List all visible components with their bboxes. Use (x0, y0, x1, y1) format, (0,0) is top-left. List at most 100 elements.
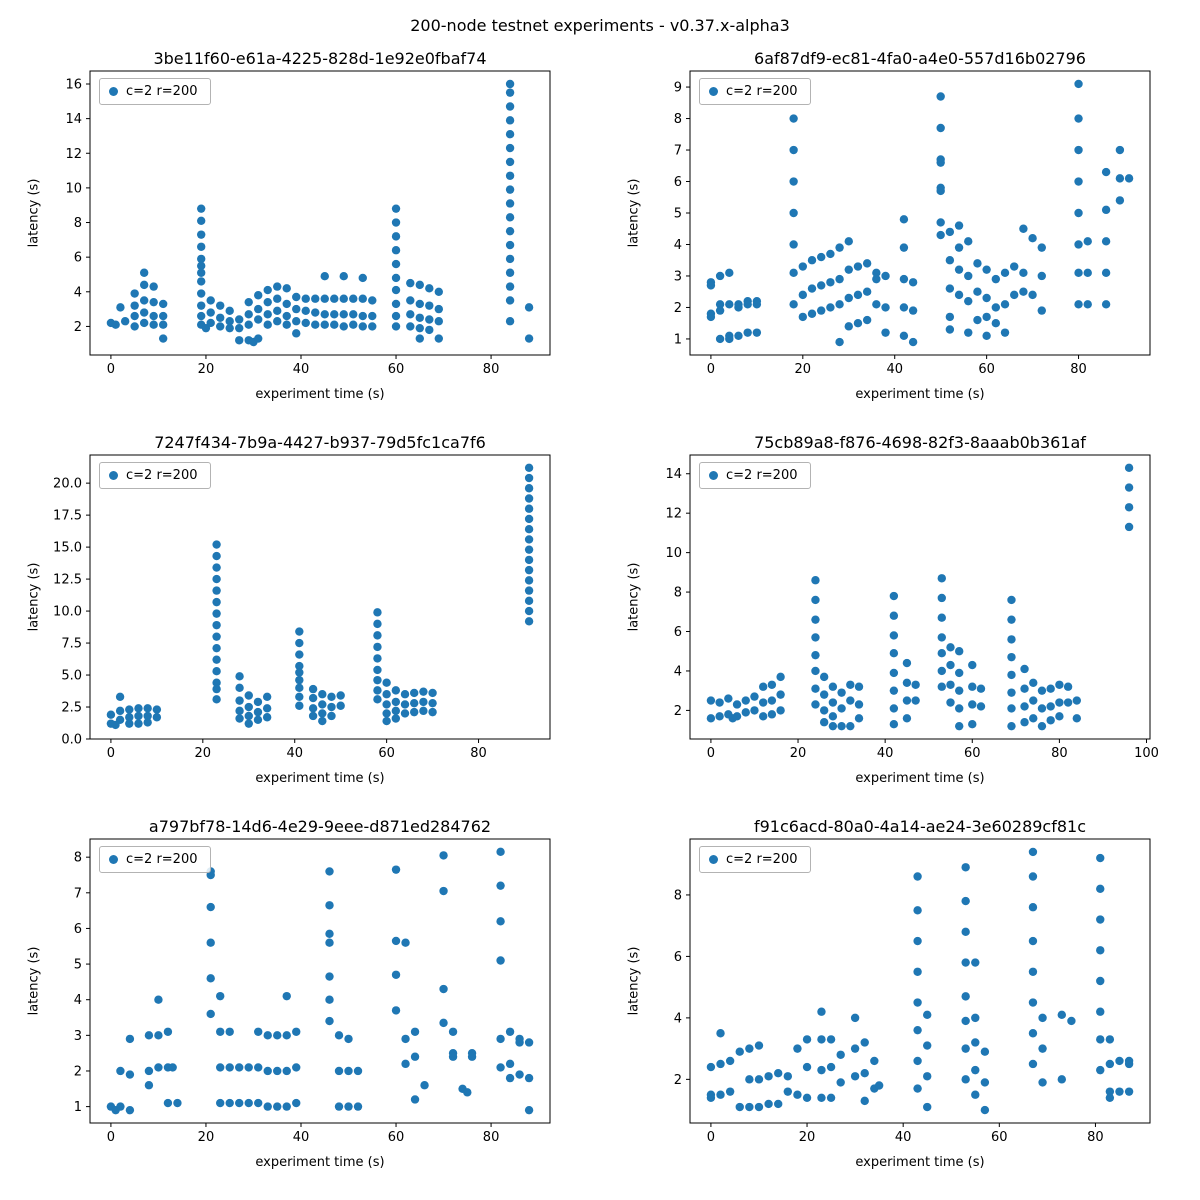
scatter-point (1115, 1087, 1124, 1096)
scatter-point (911, 696, 920, 705)
scatter-point (206, 1009, 215, 1019)
scatter-point (716, 1029, 725, 1038)
scatter-point (816, 252, 826, 262)
scatter-point (826, 1035, 836, 1044)
scatter-point (318, 709, 327, 718)
scatter-point (807, 309, 817, 318)
scatter-point (837, 688, 846, 697)
scatter-point (130, 311, 139, 321)
scatter-point (158, 320, 168, 329)
x-tick-label: 40 (886, 362, 903, 377)
scatter-point (811, 576, 820, 585)
subplot-2: 6af87df9-ec81-4fa0-a4e0-557d16b02796 lat… (600, 46, 1200, 430)
scatter-point (826, 1093, 836, 1102)
scatter-point (244, 1063, 253, 1072)
scatter-point (524, 535, 534, 544)
y-tick-label: 20.0 (53, 477, 82, 492)
scatter-point (273, 306, 282, 316)
scatter-point (1115, 145, 1125, 155)
x-tick-label: 20 (799, 1130, 816, 1145)
scatter-point (937, 633, 946, 642)
scatter-point (415, 313, 424, 322)
scatter-point (837, 721, 846, 731)
scatter-point (752, 328, 762, 337)
scatter-point (282, 320, 291, 329)
scatter-point (149, 320, 158, 329)
scatter-point (716, 1090, 725, 1099)
scatter-point (913, 906, 922, 915)
scatter-point (344, 1102, 353, 1111)
scatter-point (980, 1105, 990, 1115)
scatter-point (725, 268, 734, 278)
scatter-point (295, 627, 304, 636)
scatter-point (937, 649, 946, 658)
scatter-point (923, 1102, 932, 1112)
scatter-point (745, 1044, 754, 1053)
subplot-6: f91c6acd-80a0-4a14-ae24-3e60289cf81c lat… (600, 814, 1200, 1198)
scatter-point (1101, 237, 1111, 246)
scatter-point (1124, 503, 1134, 512)
y-tick-label: 7.5 (61, 637, 82, 652)
scatter-point (767, 680, 777, 689)
scatter-point (225, 1027, 234, 1036)
scatter-point (826, 278, 835, 287)
scatter-point (725, 300, 734, 309)
y-tick-label: 6 (74, 251, 82, 266)
scatter-point (732, 712, 742, 721)
scatter-point (899, 303, 909, 312)
y-tick-label: 14 (665, 467, 682, 482)
scatter-point (826, 249, 835, 259)
scatter-point (973, 259, 982, 268)
legend: c=2 r=200 (699, 846, 811, 873)
scatter-point (715, 712, 724, 721)
scatter-point (1007, 615, 1016, 624)
scatter-point (344, 1066, 353, 1076)
scatter-point (120, 317, 130, 326)
scatter-point (1074, 268, 1083, 278)
y-tick-label: 10.0 (53, 605, 82, 620)
scatter-point (743, 300, 752, 309)
scatter-point (339, 322, 348, 331)
scatter-point (373, 619, 382, 629)
scatter-point (116, 1066, 125, 1076)
scatter-point (212, 684, 221, 694)
scatter-point (496, 1034, 505, 1044)
scatter-point (439, 984, 448, 994)
scatter-point (212, 678, 221, 687)
scatter-point (391, 697, 401, 707)
figure-title: 200-node testnet experiments - v0.37.x-a… (410, 16, 790, 35)
scatter-point (811, 684, 820, 693)
scatter-point (225, 323, 234, 333)
scatter-point (368, 311, 377, 321)
scatter-point (254, 315, 263, 324)
scatter-point (836, 1078, 845, 1087)
scatter-point (899, 331, 909, 340)
scatter-point (961, 896, 970, 906)
scatter-point (837, 704, 846, 713)
scatter-point (292, 292, 301, 302)
scatter-point (913, 1084, 922, 1093)
scatter-point (391, 686, 401, 695)
scatter-point (308, 711, 318, 721)
scatter-point (391, 970, 401, 979)
scatter-point (807, 284, 817, 293)
scatter-point (125, 1105, 135, 1115)
scatter-point (295, 683, 304, 693)
scatter-point (776, 690, 785, 699)
scatter-point (415, 280, 424, 290)
scatter-point (982, 265, 991, 274)
scatter-point (382, 709, 391, 718)
scatter-point (311, 308, 320, 317)
scatter-point (391, 322, 401, 331)
scatter-point (881, 328, 890, 337)
scatter-point (913, 967, 922, 976)
subplot-title: f91c6acd-80a0-4a14-ae24-3e60289cf81c (753, 817, 1087, 836)
axes-frame (89, 838, 551, 1124)
scatter-point (758, 682, 768, 691)
scatter-point (400, 709, 410, 718)
scatter-point (292, 317, 301, 326)
scatter-point (961, 1044, 970, 1053)
scatter-point (735, 1047, 744, 1056)
scatter-point (1038, 1013, 1047, 1023)
scatter-point (391, 311, 401, 321)
